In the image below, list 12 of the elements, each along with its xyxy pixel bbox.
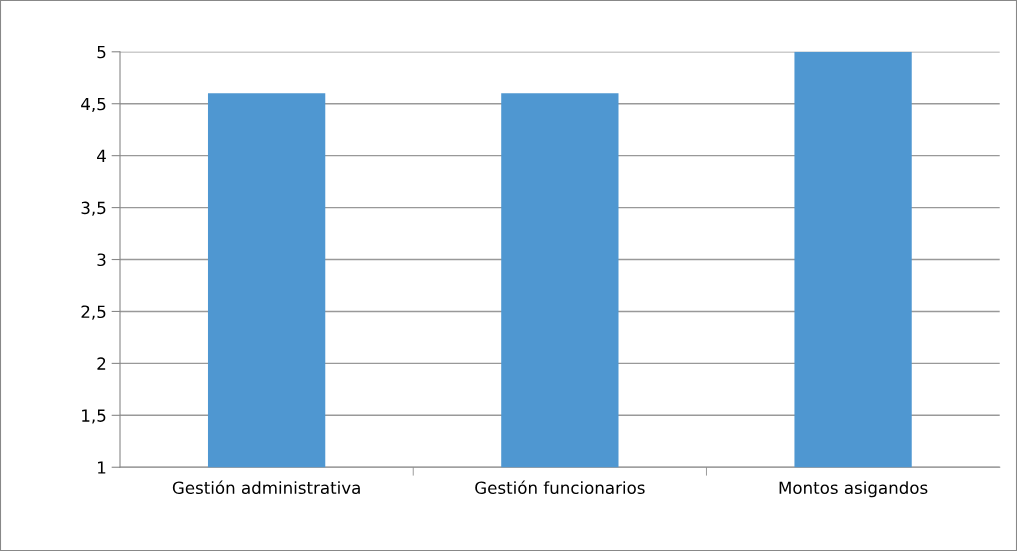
y-tick-label: 3 (97, 253, 106, 267)
y-tick-label: 5 (97, 45, 106, 59)
y-tick-label: 4 (97, 149, 106, 162)
y-tick-label: 1 (98, 461, 106, 474)
y-tick-label: 2 (97, 357, 106, 370)
x-tick-label: Gestión funcionarios (475, 480, 645, 495)
y-tick-label: 2,5 (81, 305, 106, 320)
y-tick-label: 4,5 (81, 97, 106, 112)
y-tick-label: 3,5 (81, 201, 106, 216)
x-tick-label: Gestión administrativa (172, 480, 360, 495)
y-tick-label: 1,5 (82, 409, 106, 424)
x-tick-label: Montos asigandos (779, 481, 928, 498)
